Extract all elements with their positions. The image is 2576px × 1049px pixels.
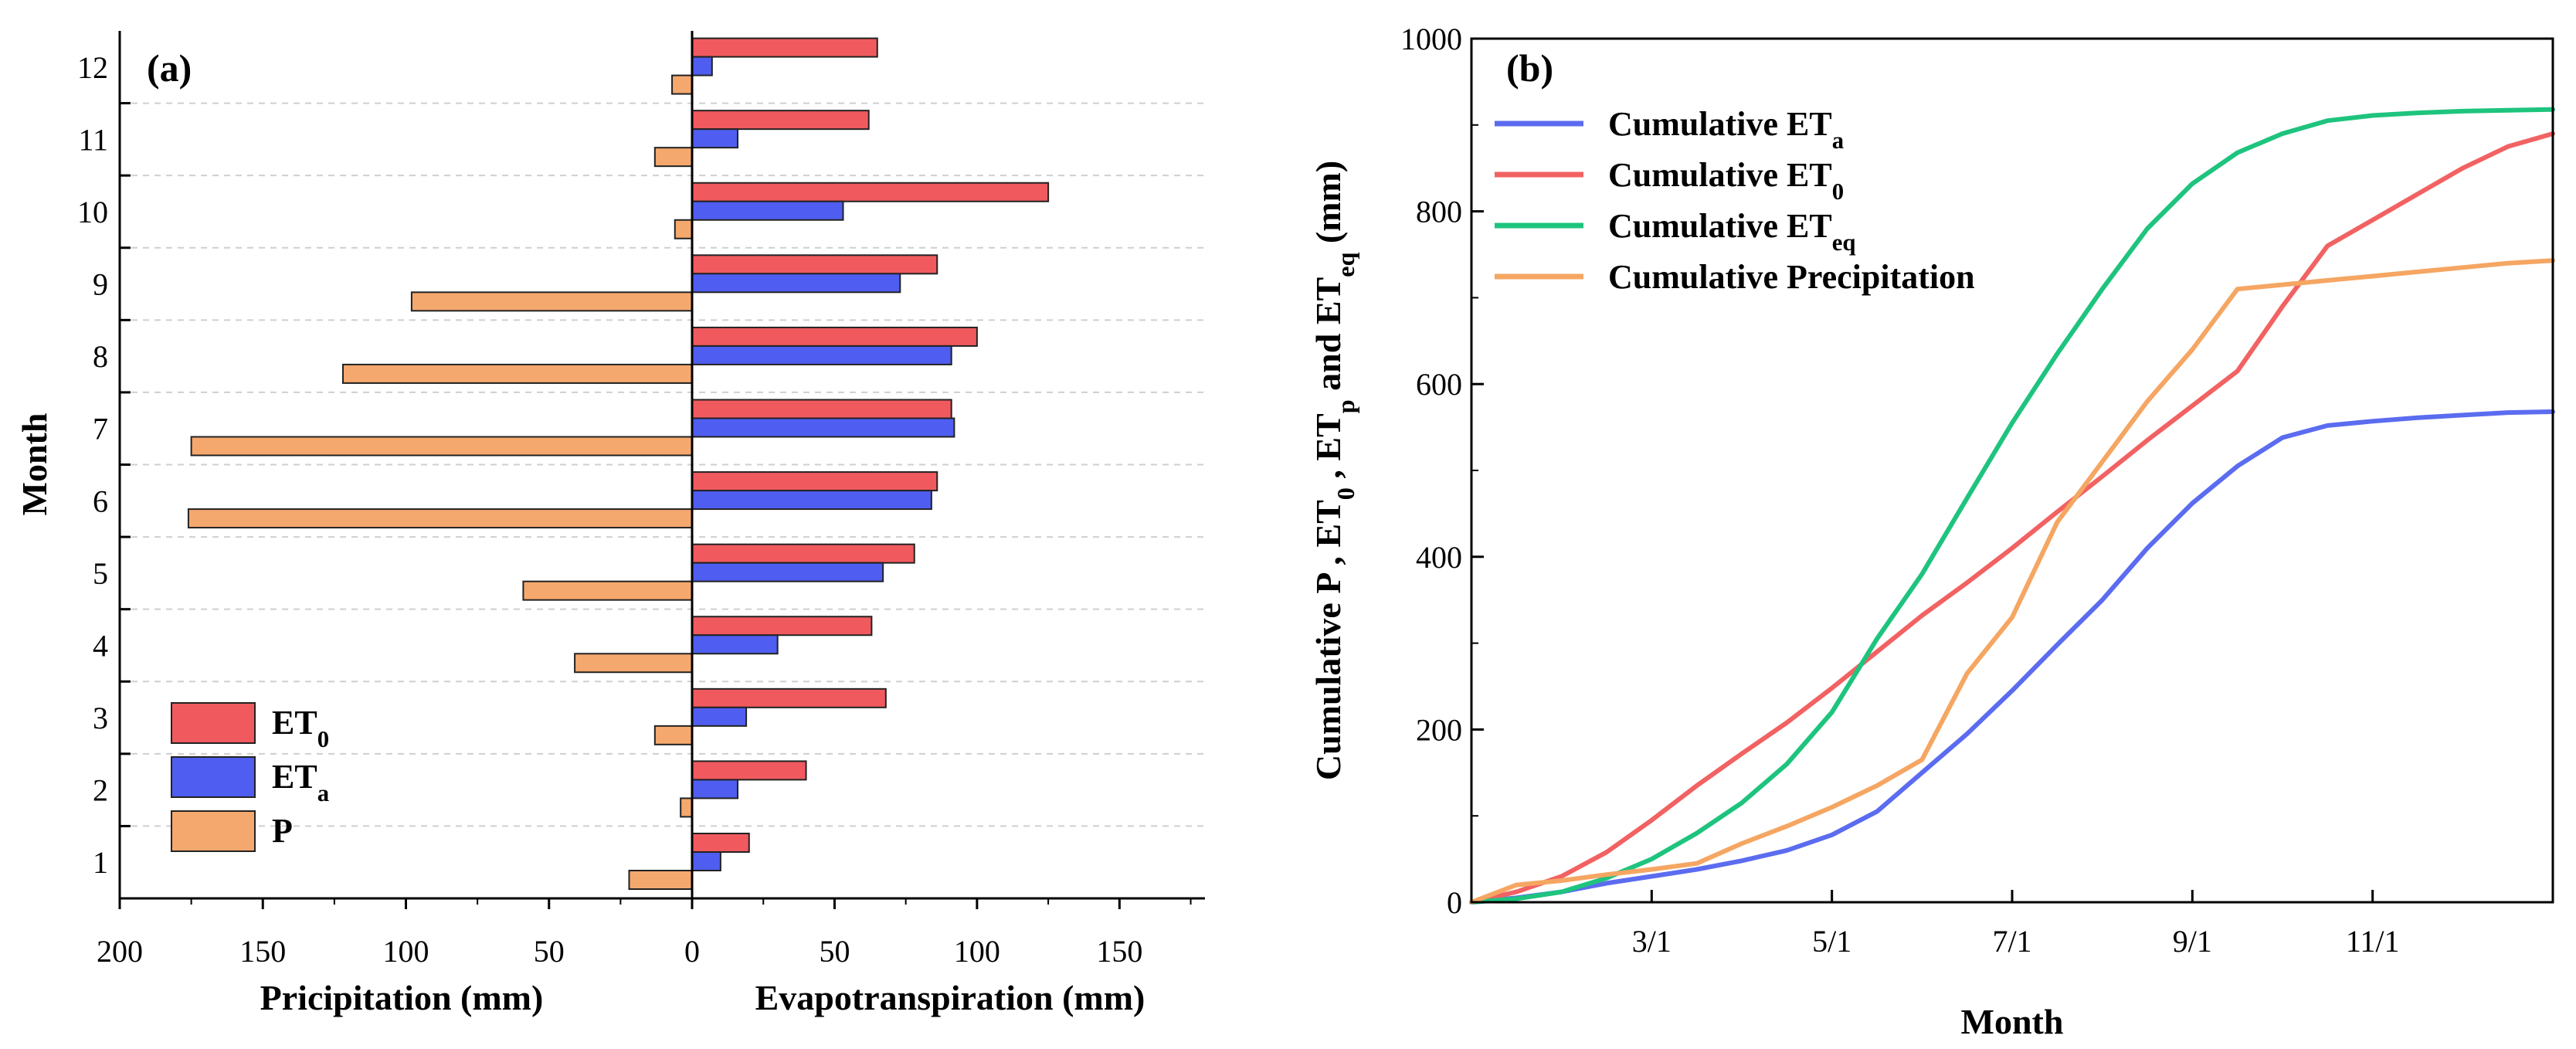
a-legend-swatch: [171, 702, 256, 744]
bar-precip: [187, 508, 694, 529]
bar-et0: [691, 760, 807, 781]
bar-et0: [691, 833, 750, 853]
bar-eta: [691, 273, 901, 294]
a-legend-label: ETa: [272, 758, 329, 806]
series-line: [1469, 258, 2555, 905]
a-y-tick-label: 5: [93, 556, 108, 591]
bar-et0: [691, 182, 1050, 202]
a-legend-swatch: [171, 756, 256, 798]
b-y-tick-label: 0: [1447, 885, 1462, 920]
bar-eta: [691, 128, 739, 149]
b-y-tick-label: 200: [1416, 712, 1462, 747]
bar-eta: [691, 851, 721, 871]
a-x-axis-title-right: Evapotranspiration (mm): [755, 978, 1145, 1017]
a-y-tick-label: 6: [93, 484, 108, 518]
b-panel-label: (b): [1506, 46, 1553, 90]
b-x-tick-label: 7/1: [1992, 924, 2031, 959]
b-y-tick-label: 1000: [1400, 22, 1462, 56]
a-grid: [120, 102, 1205, 827]
b-y-tick-label: 600: [1416, 367, 1462, 402]
bar-precip: [680, 797, 693, 818]
b-y-axis-title: Cumulative P , ET0 , ETp and ETeq (mm): [1308, 161, 1359, 780]
bar-eta: [691, 706, 748, 727]
a-y-tick-label: 7: [93, 412, 108, 446]
a-x-axis-title-left: Pricipitation (mm): [260, 978, 544, 1017]
b-x-tick-label: 9/1: [2173, 924, 2212, 959]
a-y-tick-label: 1: [93, 845, 108, 880]
a-y-tick-label: 9: [93, 267, 108, 302]
bar-precip: [410, 291, 693, 312]
bar-et0: [691, 326, 978, 347]
bar-et0: [691, 254, 938, 275]
bar-eta: [691, 345, 952, 365]
bar-precip: [674, 219, 694, 239]
bar-eta: [691, 200, 844, 221]
bar-eta: [691, 634, 779, 655]
a-x-tick-label: 200: [97, 934, 143, 969]
b-x-tick-label: 11/1: [2346, 924, 2400, 959]
a-y-tick-label: 11: [78, 122, 108, 157]
b-y-tick-label: 800: [1416, 195, 1462, 229]
a-x-tick-label: 150: [1096, 934, 1142, 969]
bar-precip: [574, 653, 693, 674]
bar-et0: [691, 37, 878, 58]
bar-precip: [522, 580, 694, 601]
a-x-tick-label: 150: [239, 934, 286, 969]
b-x-axis-title: Month: [1961, 1002, 2064, 1041]
bar-precip: [628, 870, 693, 890]
a-x-tick-label: 100: [954, 934, 1000, 969]
b-x-tick-label: 5/1: [1812, 924, 1851, 959]
bar-eta: [691, 490, 932, 511]
bar-precip: [653, 147, 694, 168]
bar-eta: [691, 417, 955, 438]
a-x-tick-label: 100: [383, 934, 429, 969]
bar-precip: [653, 725, 694, 745]
bar-et0: [691, 543, 915, 564]
bar-precip: [190, 436, 693, 457]
a-y-tick-label: 3: [93, 701, 108, 735]
bar-et0: [691, 471, 938, 492]
series-line: [1469, 107, 2555, 905]
a-y-tick-label: 12: [77, 50, 108, 85]
bar-eta: [691, 562, 884, 582]
panel-b-line-chart: 0 200 400 600 800 1000 3/1 5/1 7/1 9/1 11/1 (b) Mo…: [1308, 22, 2555, 1041]
a-legend: ET0 ETa P: [171, 702, 329, 852]
bar-et0: [691, 616, 873, 637]
bar-eta: [691, 56, 713, 76]
bar-et0: [691, 110, 870, 131]
a-y-tick-label: 2: [93, 773, 108, 808]
a-legend-label: P: [272, 812, 293, 850]
a-bars: [187, 37, 1050, 890]
a-y-axis-title: Month: [15, 413, 54, 516]
a-y-tick-label: 4: [93, 628, 108, 663]
series-line: [1469, 409, 2555, 905]
a-x-tick-label: 50: [819, 934, 850, 969]
a-y-tick-label: 8: [93, 339, 108, 374]
a-x-tick-label: 50: [534, 934, 565, 969]
a-y-tick-label: 10: [77, 195, 108, 229]
b-ticks: 0 200 400 600 800 1000 3/1 5/1 7/1 9/1 11/1: [1400, 22, 2399, 959]
b-x-tick-label: 3/1: [1632, 924, 1672, 959]
b-lines: [1469, 107, 2555, 905]
a-legend-label: ET0: [272, 704, 329, 752]
b-legend-label: Cumulative ETeq: [1608, 207, 1856, 256]
bar-precip: [671, 74, 694, 95]
a-panel-label: (a): [147, 46, 192, 90]
bar-precip: [341, 363, 693, 384]
b-legend-label: Cumulative ET0: [1608, 156, 1844, 205]
bar-et0: [691, 687, 887, 708]
b-legend-label: Cumulative Precipitation: [1608, 258, 1975, 296]
series-line: [1469, 131, 2555, 905]
b-legend-label: Cumulative ETa: [1608, 105, 1844, 154]
bar-eta: [691, 779, 739, 799]
b-y-tick-label: 400: [1416, 540, 1462, 575]
bar-et0: [691, 399, 952, 419]
a-x-tick-label: 0: [684, 934, 700, 969]
a-legend-swatch: [171, 810, 256, 852]
